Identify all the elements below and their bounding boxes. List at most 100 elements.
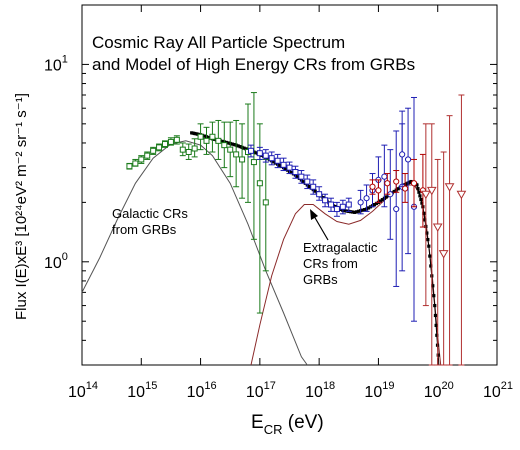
x-tick-label-exp: 14 (86, 380, 98, 392)
galactic_data-point (138, 155, 145, 164)
mid_data-point (292, 165, 299, 179)
total-model-bead (313, 189, 317, 193)
total-model-bead (361, 208, 365, 212)
x-tick-label: 1015 (127, 380, 157, 401)
point-marker-square (126, 163, 133, 170)
x-tick-label-exp: 21 (501, 380, 513, 392)
galactic_data-point (191, 138, 198, 158)
point-marker-square (322, 197, 329, 204)
point-marker-square (256, 180, 263, 187)
y-tick-label-base: 10 (44, 57, 62, 74)
point-marker-square (191, 145, 198, 152)
x-tick-label-base: 10 (246, 384, 264, 401)
point-marker-square (316, 191, 323, 198)
y-tick-label-exp: 1 (62, 53, 68, 65)
total-model-bead (295, 175, 300, 179)
total-model-bead (353, 210, 357, 214)
total-model-bead (418, 194, 422, 198)
total-model-bead (384, 195, 388, 199)
point-marker-square (339, 203, 346, 210)
point-marker-square (286, 164, 293, 171)
ultra_data-point (456, 94, 467, 366)
point-marker-square (209, 133, 216, 140)
point-marker-square (162, 141, 168, 148)
major-ticks (81, 5, 498, 365)
total-model-bead (419, 197, 423, 202)
point-marker-square (345, 201, 352, 208)
annotation-extragalactic-line-2: CRs from (303, 256, 358, 271)
galactic-model-curve (81, 140, 308, 366)
total-model-bead (206, 135, 211, 140)
point-marker-square (250, 159, 257, 166)
point-marker-square (233, 151, 240, 158)
galactic_data-point (215, 119, 222, 160)
minor-ticks (82, 4, 497, 366)
galactic_data-point (221, 121, 228, 169)
annotation-galactic-line-2: from GRBs (112, 222, 177, 237)
chart-title-line-2: and Model of High Energy CRs from GRBs (92, 55, 415, 74)
total-model-bead (351, 210, 355, 214)
total-model-bead (415, 183, 419, 187)
x-tick-label-exp: 20 (442, 380, 454, 392)
mid_data-point (399, 123, 406, 188)
x-tick-label-base: 10 (483, 384, 501, 401)
total-model-bead (366, 206, 371, 210)
total-model-bead (428, 254, 432, 258)
point-marker-square (328, 201, 334, 208)
point-marker-square (247, 147, 254, 154)
x-tick-label: 1017 (246, 380, 276, 401)
mid_data-point (268, 151, 275, 166)
total-model-bead (422, 211, 426, 215)
x-tick-label-base: 10 (68, 384, 86, 401)
total-model-bead (392, 189, 396, 194)
point-marker-square (156, 144, 163, 151)
galactic_data-point (185, 143, 192, 160)
point-marker-square (256, 150, 263, 157)
mid_data-point (316, 186, 323, 201)
point-marker-triangle (420, 190, 431, 200)
x-tick-label-base: 10 (364, 384, 382, 401)
point-marker-square (150, 147, 157, 154)
mid_data-point (410, 96, 418, 322)
point-marker-square (227, 146, 234, 153)
x-axis-label-main: E (251, 412, 264, 433)
x-tick-label: 1018 (305, 380, 335, 401)
chart-title-line-1: Cosmic Ray All Particle Spectrum (92, 33, 345, 52)
point-marker-square (144, 152, 151, 159)
x-tick-label-exp: 17 (264, 380, 276, 392)
point-marker-square (179, 146, 186, 153)
ultra_data-point (438, 151, 449, 366)
x-tick-label-base: 10 (127, 384, 145, 401)
mid_data-point (310, 179, 317, 195)
annotation-arrow (310, 209, 329, 241)
total-model-bead (343, 209, 347, 213)
point-marker-circle (404, 156, 412, 163)
total-model-bead (432, 294, 436, 298)
x-tick-label-exp: 15 (145, 380, 157, 392)
point-marker-square (132, 160, 139, 167)
total-model-bead (283, 167, 288, 171)
annotation-galactic-line-1: Galactic CRs (112, 206, 188, 221)
high_data-point (369, 179, 376, 195)
point-marker-square (310, 183, 317, 190)
total-model-bead (362, 208, 367, 212)
point-marker-triangle (444, 183, 455, 192)
ultra_data-point (420, 123, 431, 307)
total-model-bead (433, 313, 438, 318)
ultra_data-point (426, 123, 437, 366)
x-tick-labels: 1014 1015 1016 1017 1018 1019 1020 1021 (68, 380, 513, 401)
mid_data-point (262, 149, 269, 163)
point-marker-circle (384, 180, 391, 187)
mid_data-point (345, 197, 352, 212)
point-marker-square (215, 137, 222, 144)
point-marker-square (197, 133, 204, 140)
point-marker-square (268, 155, 275, 162)
total-model-bead (230, 142, 234, 146)
galactic_data-point (227, 121, 234, 178)
x-tick-label-base: 10 (305, 384, 323, 401)
total-model-bead (434, 323, 438, 327)
mid_data-point (404, 107, 412, 255)
galactic_data-point (144, 151, 151, 160)
